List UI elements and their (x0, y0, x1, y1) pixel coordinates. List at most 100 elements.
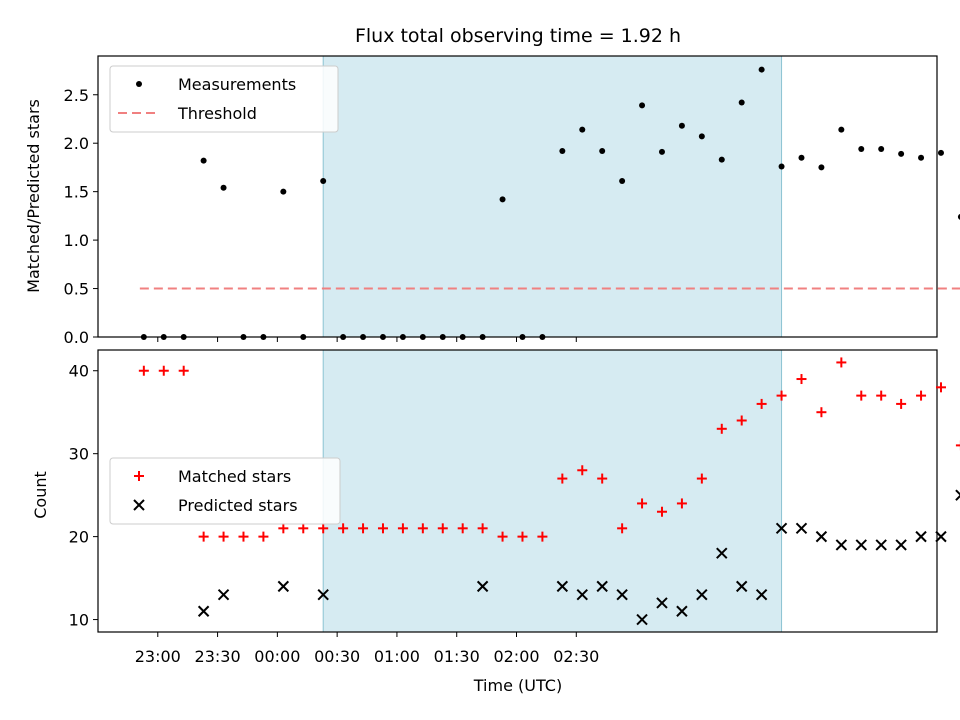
top-chart-frame (97, 55, 938, 338)
predicted-star-x-b (556, 580, 569, 593)
bottom-chart-xtick-label: 00:30 (314, 647, 360, 666)
measurement-point (678, 122, 685, 129)
bottom-chart-legend: Matched stars Predicted stars (109, 457, 341, 525)
predicted-star-x-b (835, 539, 848, 551)
measurement-point (698, 133, 705, 140)
measurement-point (957, 213, 960, 220)
matched-star-point (377, 523, 388, 534)
matched-star-point (397, 523, 408, 534)
matched-star-point (258, 531, 269, 542)
measurement-point (898, 150, 905, 157)
measurement-point (200, 157, 207, 164)
measurement-point (519, 334, 526, 340)
predicted-star-point (217, 588, 230, 601)
bottom-chart-frame (97, 349, 938, 633)
measurement-point (379, 334, 386, 340)
predicted-star-point (915, 530, 927, 543)
predicted-star-x-b (855, 539, 867, 551)
measurement-point (300, 334, 307, 340)
bottom-chart-ytick-label: 10 (69, 611, 89, 630)
matched-star-point (696, 473, 707, 484)
top-chart-ytick-label: 2.0 (64, 134, 89, 153)
predicted-star-x-b (815, 530, 828, 543)
measurement-point (878, 146, 885, 153)
measurement-point (639, 102, 646, 109)
bottom-chart-xtick-label: 01:30 (434, 647, 480, 666)
bottom-chart-xtick-label: 02:30 (553, 647, 599, 666)
bottom-chart-ytick-label: 40 (69, 362, 89, 381)
measurement-point (340, 334, 347, 340)
predicted-star-point (935, 530, 947, 543)
matched-star-point (178, 365, 189, 376)
bottom-chart-xtick-label: 23:30 (195, 647, 241, 666)
matched-star-point (338, 523, 349, 534)
predicted-star-x-b (317, 588, 329, 601)
bottom-chart-ytick-label: 20 (69, 528, 89, 547)
predicted-star-point (755, 588, 768, 601)
predicted-star-point (277, 580, 290, 593)
matched-star-point (477, 523, 488, 534)
predicted-star-x-b (476, 580, 489, 593)
matched-star-point (676, 498, 687, 509)
predicted-star-point (895, 539, 907, 551)
matched-star-point (278, 523, 289, 534)
predicted-star-point (696, 588, 708, 601)
measurement-point (658, 148, 665, 155)
measurement-point (559, 147, 566, 154)
predicted-star-x-a (955, 489, 960, 496)
legend-measurements-marker (136, 81, 142, 87)
measurement-point (718, 156, 725, 163)
matched-star-point (198, 531, 209, 542)
matched-star-point (816, 407, 827, 418)
predicted-star-point (775, 522, 788, 535)
top-chart-ylabel: Matched/Predicted stars (24, 99, 43, 293)
predicted-star-x-b (277, 580, 290, 593)
measurement-point (360, 334, 367, 340)
bottom-chart-xlabel: Time (UTC) (473, 676, 562, 695)
top-legend-box (109, 65, 339, 133)
matched-star-point (457, 523, 468, 534)
top-chart-legend: Measurements Threshold (109, 65, 339, 133)
legend-measurements-label: Measurements (178, 75, 296, 94)
predicted-star-x-b (197, 605, 210, 617)
matched-star-point (935, 382, 946, 393)
top-chart-plot: 0.0 0.5 1.0 1.5 2.0 2.5 Measurements Threshold (64, 55, 960, 347)
measurement-point (180, 334, 187, 340)
measurement-point (260, 334, 267, 340)
measurement-point (539, 334, 546, 340)
bottom-chart-xtick-label: 00:00 (254, 647, 300, 666)
predicted-star-x-b (217, 588, 230, 601)
matched-star-point (716, 423, 727, 434)
matched-star-point (736, 415, 747, 426)
top-chart-ytick-label: 2.5 (64, 86, 89, 105)
bottom-chart-highlight-span (322, 349, 783, 633)
matched-star-point (637, 498, 648, 509)
matched-star-point (756, 398, 767, 409)
measurement-point (778, 163, 785, 170)
matched-star-point (417, 523, 428, 534)
predicted-star-x-b (596, 580, 608, 593)
matched-star-point (656, 506, 667, 517)
matched-star-point (916, 390, 927, 401)
predicted-star-point (596, 580, 608, 593)
predicted-star-x-b (775, 522, 788, 535)
predicted-star-x-b (696, 588, 708, 601)
measurement-point (918, 154, 925, 161)
predicted-star-point (855, 539, 867, 551)
matched-star-point (776, 390, 787, 401)
matched-star-point (138, 365, 149, 376)
top-chart-ytick-label: 0.5 (64, 280, 89, 299)
legend-threshold-label: Threshold (177, 104, 257, 123)
matched-star-point (955, 440, 960, 451)
measurement-point (220, 184, 227, 191)
predicted-star-point (476, 580, 489, 593)
top-chart-ytick-label: 1.5 (64, 183, 89, 202)
measurement-point (798, 154, 805, 161)
predicted-star-x-b (935, 530, 947, 543)
bottom-chart-plot: 10 20 30 40 23:00 23:30 00:00 00:30 01:00 01:30 02… (69, 349, 960, 666)
predicted-star-point (556, 580, 569, 593)
predicted-star-point (835, 539, 848, 551)
predicted-star-x-b (676, 605, 688, 617)
matched-star-point (517, 531, 528, 542)
measurement-point (399, 334, 406, 340)
